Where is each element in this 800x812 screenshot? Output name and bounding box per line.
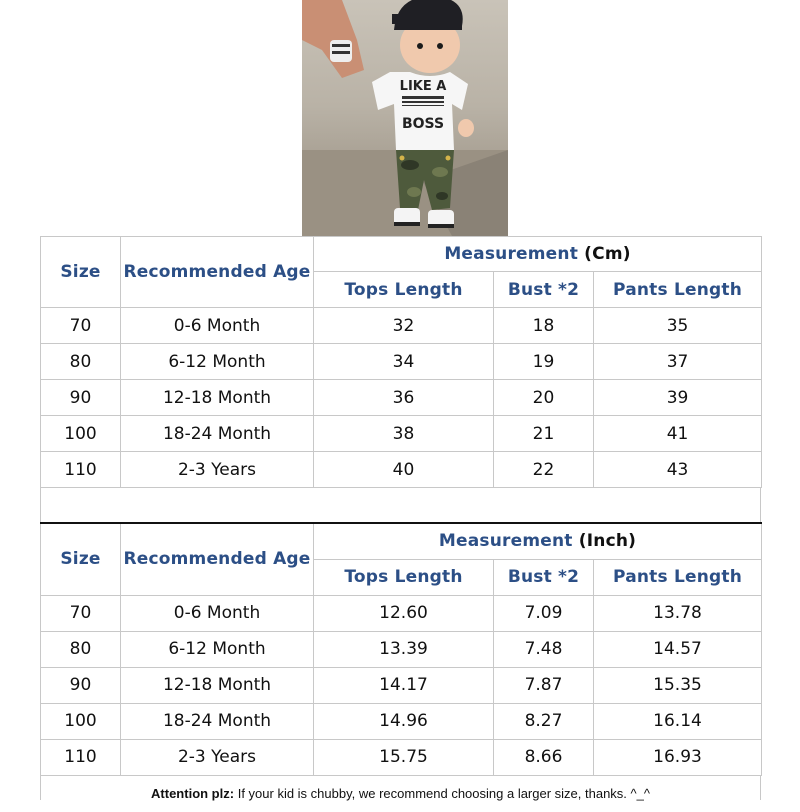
pants-cell: 16.14 [592,702,763,740]
size-cell: 70 [40,307,121,344]
size-chart-cm: Size Recommended Age Measurement (Cm) To… [40,236,763,488]
table-row: 90 12-18 Month 36 20 39 [40,379,763,416]
bust-cell: 22 [493,451,594,488]
bust-cell: 19 [493,343,594,380]
size-cell: 110 [40,451,121,488]
age-cell: 2-3 Years [120,451,314,488]
tops-cell: 40 [313,451,494,488]
size-cell: 90 [40,666,121,704]
pants-cell: 14.57 [592,630,763,668]
bust-cell: 7.48 [493,630,594,668]
tops-cell: 34 [313,343,494,380]
age-cell: 6-12 Month [120,630,314,668]
table-row: 90 12-18 Month 14.17 7.87 15.35 [40,666,763,704]
product-photo: LIKE A BOSS [302,0,508,236]
tops-cell: 14.17 [313,666,494,704]
size-cell: 110 [40,738,121,776]
table-spacer [40,487,761,522]
pants-cell: 37 [592,343,763,380]
size-header: Size [40,522,121,596]
bust-header: Bust *2 [493,558,594,596]
tops-length-header: Tops Length [313,271,494,308]
age-cell: 12-18 Month [120,666,314,704]
age-cell: 2-3 Years [120,738,314,776]
size-cell: 100 [40,702,121,740]
table-row: 70 0-6 Month 12.60 7.09 13.78 [40,594,763,632]
right-shoe [428,210,454,228]
size-cell: 80 [40,630,121,668]
table-row: 80 6-12 Month 13.39 7.48 14.57 [40,630,763,668]
pants-cell: 16.93 [592,738,763,776]
tops-length-header: Tops Length [313,558,494,596]
pants-cell: 41 [592,415,763,452]
measurement-header: Measurement (Inch) [312,522,763,560]
age-cell: 6-12 Month [120,343,314,380]
size-chart-inch: Size Recommended Age Measurement (Inch) … [40,522,763,776]
size-cell: 100 [40,415,121,452]
bust-cell: 18 [493,307,594,344]
measurement-unit: (Inch) [578,531,637,552]
bust-cell: 8.27 [493,702,594,740]
attention-label: Attention plz: [151,786,235,801]
age-cell: 12-18 Month [120,379,314,416]
bust-cell: 20 [493,379,594,416]
age-header: Recommended Age [120,236,314,308]
baby-photo-illustration: LIKE A BOSS [302,0,508,236]
bust-cell: 7.09 [493,594,594,632]
bust-cell: 8.66 [493,738,594,776]
shirt-text-line1: LIKE A [400,79,447,94]
age-header: Recommended Age [120,522,314,596]
table-row: 110 2-3 Years 15.75 8.66 16.93 [40,738,763,776]
age-cell: 0-6 Month [120,307,314,344]
left-shoe [394,208,420,226]
pants-cell: 15.35 [592,666,763,704]
bust-cell: 21 [493,415,594,452]
tops-cell: 32 [313,307,494,344]
measurement-unit: (Cm) [584,244,631,264]
table-row: 100 18-24 Month 38 21 41 [40,415,763,452]
size-cell: 90 [40,379,121,416]
size-cell: 80 [40,343,121,380]
tops-cell: 15.75 [313,738,494,776]
pants-cell: 35 [592,307,763,344]
shirt-text-line2: BOSS [402,116,444,132]
pants-length-header: Pants Length [592,558,763,596]
table-row: 100 18-24 Month 14.96 8.27 16.14 [40,702,763,740]
attention-note: Attention plz: If your kid is chubby, we… [40,776,761,801]
shirt [372,72,468,150]
tops-cell: 38 [313,415,494,452]
measurement-label: Measurement [438,531,573,552]
age-cell: 0-6 Month [120,594,314,632]
age-cell: 18-24 Month [120,415,314,452]
pants-cell: 39 [592,379,763,416]
table-row: 80 6-12 Month 34 19 37 [40,343,763,380]
size-cell: 70 [40,594,121,632]
attention-text: If your kid is chubby, we recommend choo… [237,786,650,801]
measurement-header: Measurement (Cm) [312,236,763,272]
tops-cell: 13.39 [313,630,494,668]
bust-header: Bust *2 [493,271,594,308]
baby-face [400,17,460,73]
size-header: Size [40,236,121,308]
tops-cell: 12.60 [313,594,494,632]
measurement-label: Measurement [444,244,579,264]
tops-cell: 14.96 [313,702,494,740]
pants-length-header: Pants Length [592,271,763,308]
table-row: 110 2-3 Years 40 22 43 [40,451,763,488]
table-row: 70 0-6 Month 32 18 35 [40,307,763,344]
age-cell: 18-24 Month [120,702,314,740]
pants-cell: 13.78 [592,594,763,632]
pants-cell: 43 [592,451,763,488]
tops-cell: 36 [313,379,494,416]
bust-cell: 7.87 [493,666,594,704]
